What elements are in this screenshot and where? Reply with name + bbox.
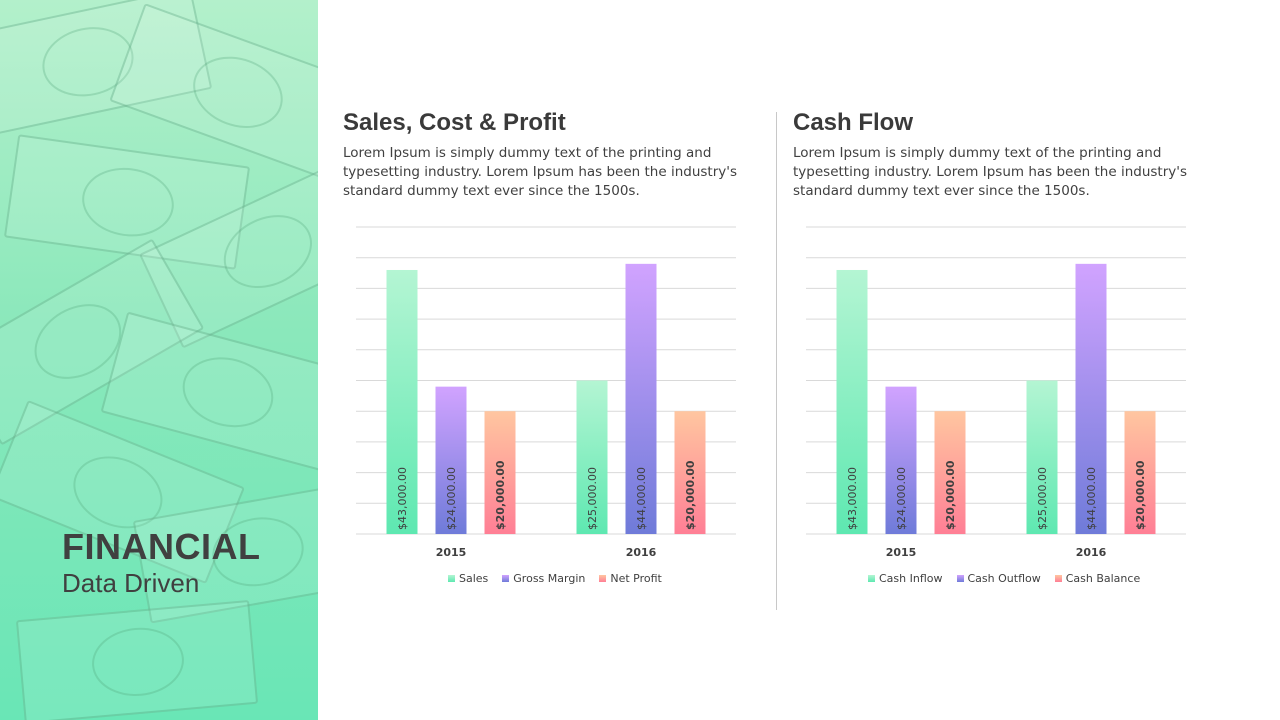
legend-item-cash-balance: Cash Balance — [1054, 572, 1141, 585]
bar-chart-sales: $43,000.00 $24,000.00 $20,000.00 2015 $25,00… — [356, 226, 736, 559]
data-label: $25,000.00 — [1036, 467, 1049, 530]
legend-label: Cash Outflow — [967, 572, 1041, 585]
legend-swatch — [1054, 575, 1062, 582]
sidebar-title: FINANCIAL — [62, 526, 261, 567]
bar-net-profit-2015 — [484, 411, 516, 534]
panel-description: Lorem Ipsum is simply dummy text of the … — [343, 145, 738, 199]
x-tick-label: 2015 — [886, 546, 917, 559]
bar-gross-margin-2016 — [625, 263, 657, 534]
divider — [776, 112, 777, 610]
legend-label: Sales — [459, 572, 489, 585]
legend-swatch — [956, 575, 964, 582]
data-label: $44,000.00 — [1085, 467, 1098, 530]
bar-sales-2016 — [576, 380, 608, 534]
legend-item-cash-inflow: Cash Inflow — [868, 572, 943, 585]
banknote-image — [15, 600, 259, 720]
bar-chart-cash-flow: $43,000.00 $24,000.00 $20,000.00 2015 $25,00… — [806, 226, 1186, 559]
data-label: $25,000.00 — [586, 467, 599, 530]
panel-heading: Cash Flow — [793, 109, 914, 136]
data-label: $20,000.00 — [494, 460, 507, 530]
panel-cash-flow: Cash Flow Lorem Ipsum is simply dummy te… — [793, 108, 1213, 201]
panel-heading: Sales, Cost & Profit — [343, 109, 566, 136]
legend-item-net-profit: Net Profit — [599, 572, 662, 585]
legend-item-gross-margin: Gross Margin — [502, 572, 585, 585]
legend-label: Cash Inflow — [879, 572, 943, 585]
data-label: $20,000.00 — [1134, 460, 1147, 530]
bar-gross-margin-2015 — [435, 386, 467, 534]
x-tick-label: 2016 — [626, 546, 657, 559]
data-label: $20,000.00 — [944, 460, 957, 530]
data-label: $24,000.00 — [895, 467, 908, 530]
bar-cash-inflow-2015 — [836, 269, 868, 534]
bar-net-profit-2016 — [674, 411, 706, 534]
legend-swatch — [448, 575, 455, 582]
sidebar-subtitle: Data Driven — [62, 568, 200, 598]
legend-label: Gross Margin — [513, 572, 586, 585]
x-tick-label: 2015 — [436, 546, 467, 559]
data-label: $24,000.00 — [445, 467, 458, 530]
sidebar: FINANCIAL Data Driven — [0, 0, 318, 720]
bar-cash-inflow-2016 — [1026, 380, 1058, 534]
data-label: $20,000.00 — [684, 460, 697, 530]
data-label: $44,000.00 — [635, 467, 648, 530]
data-label: $43,000.00 — [846, 467, 859, 530]
bar-cash-balance-2015 — [934, 411, 966, 534]
panel-description: Lorem Ipsum is simply dummy text of the … — [793, 145, 1188, 199]
panel-sales: Sales, Cost & Profit Lorem Ipsum is simp… — [343, 108, 763, 201]
legend-item-sales: Sales — [448, 572, 488, 585]
legend-swatch — [599, 575, 607, 582]
x-tick-label: 2016 — [1076, 546, 1107, 559]
bar-cash-outflow-2015 — [885, 386, 917, 534]
bar-cash-outflow-2016 — [1075, 263, 1107, 534]
bar-cash-balance-2016 — [1124, 411, 1156, 534]
chart-legend: Cash Inflow Cash Outflow Cash Balance — [868, 572, 1140, 585]
legend-swatch — [502, 575, 510, 582]
bar-sales-2015 — [386, 269, 418, 534]
legend-label: Cash Balance — [1065, 572, 1141, 585]
chart-legend: Sales Gross Margin Net Profit — [448, 572, 662, 585]
legend-label: Net Profit — [610, 572, 662, 585]
legend-swatch — [868, 575, 875, 582]
data-label: $43,000.00 — [396, 467, 409, 530]
legend-item-cash-outflow: Cash Outflow — [956, 572, 1041, 585]
